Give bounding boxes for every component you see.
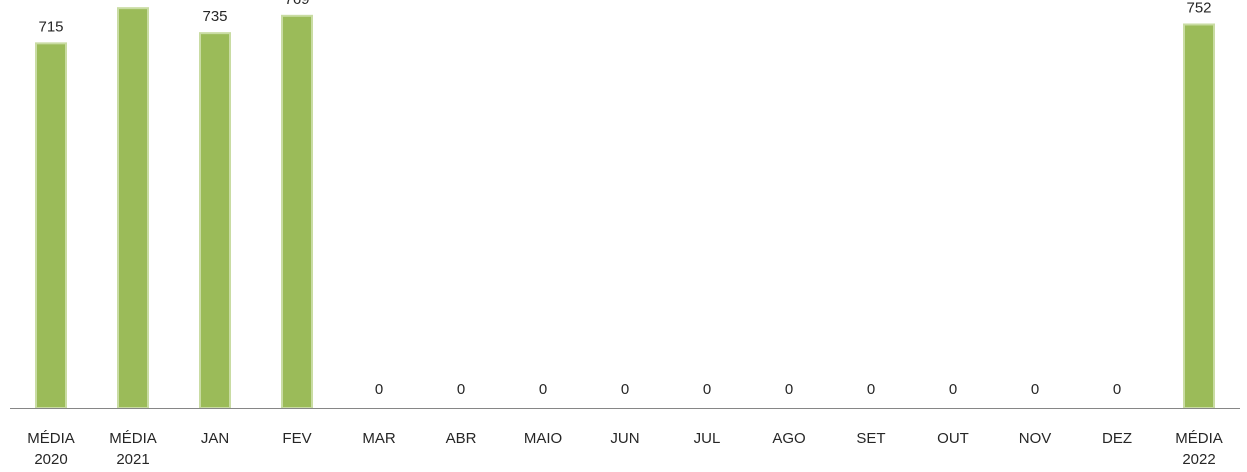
data-label: 0 [1031, 381, 1039, 398]
x-tick-label: DEZ [1102, 430, 1132, 447]
x-tick-label-line: 2021 [116, 451, 149, 468]
x-tick-label-line: JAN [201, 430, 229, 447]
x-tick-label-line: 2020 [34, 451, 67, 468]
x-tick-label: OUT [937, 430, 969, 447]
x-tick-label-line: MÉDIA [27, 430, 75, 447]
bar [1184, 24, 1214, 408]
x-tick-label: SET [856, 430, 885, 447]
x-tick-label-line: AGO [772, 430, 805, 447]
bar [36, 43, 66, 408]
data-label: 0 [949, 381, 957, 398]
x-tick-label: ABR [446, 430, 477, 447]
x-tick-label-line: JUN [610, 430, 639, 447]
data-label: 0 [867, 381, 875, 398]
x-tick-label: MÉDIA 2020 [27, 430, 75, 468]
data-label: 0 [539, 381, 547, 398]
data-label: 0 [457, 381, 465, 398]
bars-layer [36, 8, 1214, 408]
x-tick-label: MÉDIA 2021 [109, 430, 157, 468]
bar [200, 33, 230, 408]
x-tick-label: MAR [362, 430, 396, 447]
x-tick-label-line: SET [856, 430, 885, 447]
x-tick-label: MÉDIA 2022 [1175, 430, 1223, 468]
data-label: 769 [284, 0, 309, 8]
x-tick-label: FEV [282, 430, 311, 447]
x-tick-label-line: MÉDIA [1175, 430, 1223, 447]
x-tick-label-line: MAR [362, 430, 396, 447]
x-tick-label: JAN [201, 430, 229, 447]
x-tick-label: MAIO [524, 430, 562, 447]
x-tick-label-line: MAIO [524, 430, 562, 447]
data-label: 0 [375, 381, 383, 398]
bar [282, 16, 312, 408]
data-label: 715 [38, 18, 63, 35]
x-tick-label-line: ABR [446, 430, 477, 447]
x-tick-label-line: JUL [694, 430, 721, 447]
x-tick-label: JUL [694, 430, 721, 447]
x-tick-label-line: NOV [1019, 430, 1052, 447]
x-tick-label-line: OUT [937, 430, 969, 447]
data-label: 0 [1113, 381, 1121, 398]
data-label: 0 [621, 381, 629, 398]
x-tick-label-line: FEV [282, 430, 311, 447]
bar [118, 8, 148, 408]
x-tick-label: NOV [1019, 430, 1052, 447]
x-tick-label-line: 2022 [1182, 451, 1215, 468]
data-label: 735 [202, 8, 227, 25]
data-label: 0 [785, 381, 793, 398]
x-tick-label-line: DEZ [1102, 430, 1132, 447]
x-tick-labels-layer: MÉDIA 2020 MÉDIA 2021 JAN FEV MAR ABR MAIO JUN JUL… [27, 430, 1223, 468]
data-label: 0 [703, 381, 711, 398]
x-tick-label-line: MÉDIA [109, 430, 157, 447]
x-tick-label: AGO [772, 430, 805, 447]
data-label: 752 [1186, 0, 1211, 16]
x-tick-label: JUN [610, 430, 639, 447]
